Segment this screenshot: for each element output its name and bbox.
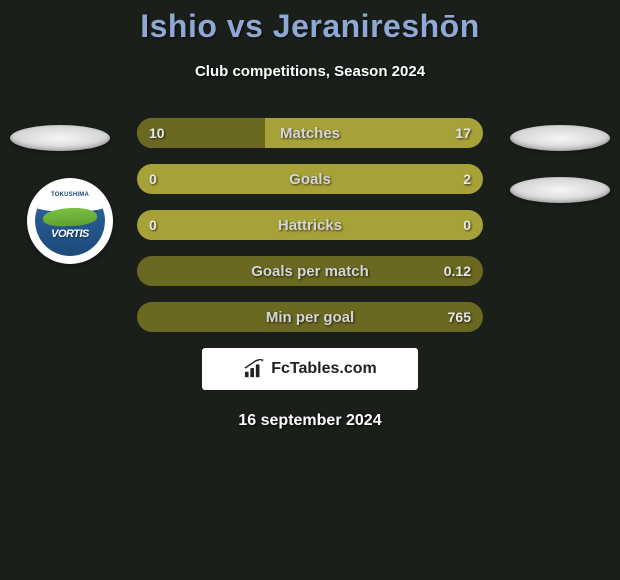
subtitle: Club competitions, Season 2024 [0,63,620,80]
stat-label: Min per goal [137,302,483,332]
comparison-widget: Ishio vs Jeranireshōn Club competitions,… [0,0,620,430]
date-line: 16 september 2024 [0,412,620,430]
stats-area: TOKUSHIMA VORTIS 1017Matches 02Goals 00Hat… [0,118,620,430]
stat-label: Goals per match [137,256,483,286]
stat-label: Matches [137,118,483,148]
team-logo-inner: TOKUSHIMA VORTIS [35,186,105,256]
stat-row: 00Hattricks [137,210,483,240]
brand-box[interactable]: FcTables.com [202,348,418,390]
right-player-placeholder-2 [510,177,610,203]
stat-row: 765Min per goal [137,302,483,332]
brand-label: FcTables.com [271,360,377,378]
bar-chart-icon [243,359,265,379]
stat-row: 0.12Goals per match [137,256,483,286]
team-logo-main-text: VORTIS [35,228,105,240]
stat-label: Goals [137,164,483,194]
page-title: Ishio vs Jeranireshōn [0,8,620,45]
stat-row: 02Goals [137,164,483,194]
left-player-placeholder-1 [10,125,110,151]
right-player-placeholder-1 [510,125,610,151]
stat-label: Hattricks [137,210,483,240]
stat-row: 1017Matches [137,118,483,148]
stat-bars: 1017Matches 02Goals 00Hattricks 0.12Goals p… [137,118,483,332]
team-logo: TOKUSHIMA VORTIS [27,178,113,264]
